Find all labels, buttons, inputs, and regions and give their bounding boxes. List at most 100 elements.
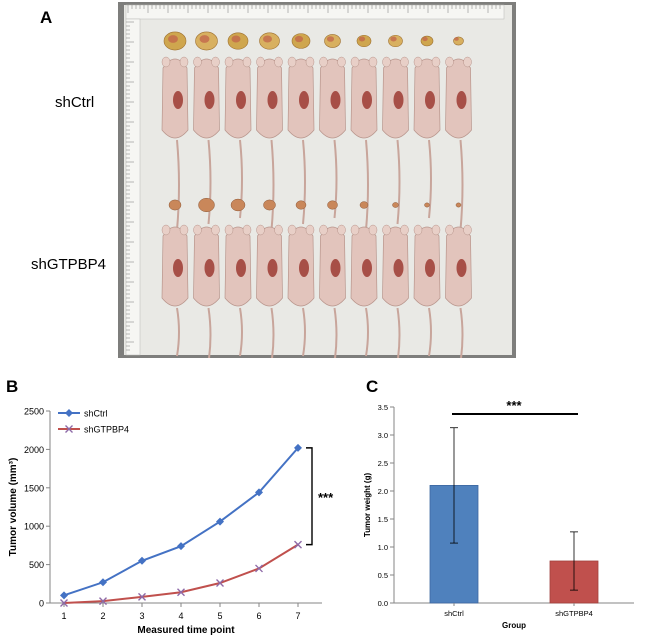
mouse-incision [236, 91, 246, 109]
panel-c-letter: C [366, 377, 379, 396]
tumor-specimen-highlight [454, 37, 459, 41]
mouse-ear [382, 56, 391, 68]
mouse-incision [393, 91, 404, 109]
mouse-ear [368, 56, 378, 68]
mouse [350, 56, 378, 231]
data-point-shctrl [294, 443, 302, 452]
mouse-incision [267, 259, 278, 277]
mouse-incision [236, 259, 246, 277]
y-tick-label: 0.5 [378, 571, 388, 580]
mouse-tail [428, 139, 432, 219]
mouse [161, 56, 189, 231]
mouse [350, 224, 378, 357]
group-label-shgtpbp4: shGTPBP4 [31, 256, 107, 273]
y-tick-label: 2.5 [378, 459, 388, 468]
mouse-ear [242, 224, 252, 236]
y-tick-label: 1.5 [378, 515, 388, 524]
mouse-ear [382, 224, 391, 236]
mouse-incision [456, 91, 467, 109]
mouse [224, 56, 252, 219]
mouse-ear [211, 224, 220, 236]
mouse [319, 224, 346, 358]
mouse-ear [242, 56, 252, 68]
x-tick-label: 3 [139, 611, 144, 621]
mouse-ear [193, 224, 202, 236]
mouse-ear [400, 56, 409, 68]
tumor-specimen [230, 198, 246, 212]
mouse-ear [224, 56, 234, 68]
y-axis-title: Tumor weight (g) [363, 473, 372, 538]
mouse-tail [365, 307, 369, 357]
tumor-specimen-highlight [263, 35, 272, 43]
mouse-incision [425, 259, 435, 277]
tumor-specimen [388, 34, 403, 48]
tumor-specimen [455, 202, 462, 208]
mouse-ear [305, 56, 315, 68]
y-tick-label: 0 [39, 599, 44, 609]
tumor-specimen-highlight [294, 35, 304, 43]
data-point-shctrl [138, 556, 146, 565]
x-axis-title: Measured time point [137, 625, 235, 636]
legend-label-shctrl: shCtrl [84, 409, 108, 419]
tumor-specimen [263, 199, 276, 211]
tumor-specimen [359, 201, 369, 209]
tumor-specimen [420, 35, 434, 47]
mouse [413, 56, 441, 219]
tumor-specimen-highlight [199, 35, 210, 43]
mouse-tail [176, 307, 180, 357]
x-tick-label: 4 [178, 611, 183, 621]
mouse-incision [299, 91, 309, 109]
mouse-tumor-photo [118, 2, 516, 358]
series-line-shctrl [63, 447, 299, 597]
mouse-tail [428, 307, 432, 357]
x-tick-label: 1 [61, 611, 66, 621]
mouse [382, 224, 409, 358]
tumor-specimen-highlight [168, 35, 178, 43]
tumor-specimen [424, 202, 430, 208]
mouse-ear [337, 224, 346, 236]
mouse-ear [161, 56, 171, 68]
mouse-ear [350, 224, 360, 236]
mouse-tail [459, 307, 464, 358]
mouse-incision [362, 259, 372, 277]
mouse-incision [299, 259, 309, 277]
ruler-left [125, 18, 141, 356]
mouse-ear [179, 56, 189, 68]
tumor-specimen-highlight [326, 36, 335, 42]
y-axis-title: Tumor volume (mm³) [8, 458, 19, 557]
mouse [319, 56, 346, 219]
tumor-specimen-highlight [358, 36, 366, 42]
y-tick-label: 3.5 [378, 403, 388, 412]
ruler-ticks [126, 5, 501, 351]
mouse-tail [459, 139, 464, 231]
mouse [287, 224, 315, 357]
mouse [413, 224, 441, 357]
mouse [193, 56, 220, 225]
mouse-ear [400, 224, 409, 236]
mouse [382, 56, 409, 225]
mouse-ear [161, 224, 171, 236]
legend-marker [65, 425, 73, 433]
y-tick-label: 3.0 [378, 431, 388, 440]
mouse-incision [393, 259, 404, 277]
mouse-incision [173, 259, 183, 277]
mouse-ear [413, 56, 423, 68]
mouse-ear [368, 224, 378, 236]
mouse-tail [176, 139, 180, 231]
mouse-incision [330, 259, 341, 277]
tumor-specimen [327, 200, 338, 210]
y-tick-label: 2500 [24, 407, 44, 417]
mouse-ear [463, 224, 472, 236]
mouse-tail [302, 307, 306, 357]
tumor-specimen-highlight [422, 36, 428, 42]
group-label-shctrl: shCtrl [55, 94, 95, 111]
data-point-shgtpbp4 [216, 579, 224, 588]
data-point-shgtpbp4 [138, 592, 146, 601]
mouse-tail [270, 139, 275, 231]
mouse-ear [305, 224, 315, 236]
mouse-ear [413, 224, 423, 236]
mouse-tail [396, 139, 401, 225]
tumor-specimen [392, 202, 399, 208]
mouse [256, 56, 283, 231]
data-point-shgtpbp4 [60, 599, 68, 607]
